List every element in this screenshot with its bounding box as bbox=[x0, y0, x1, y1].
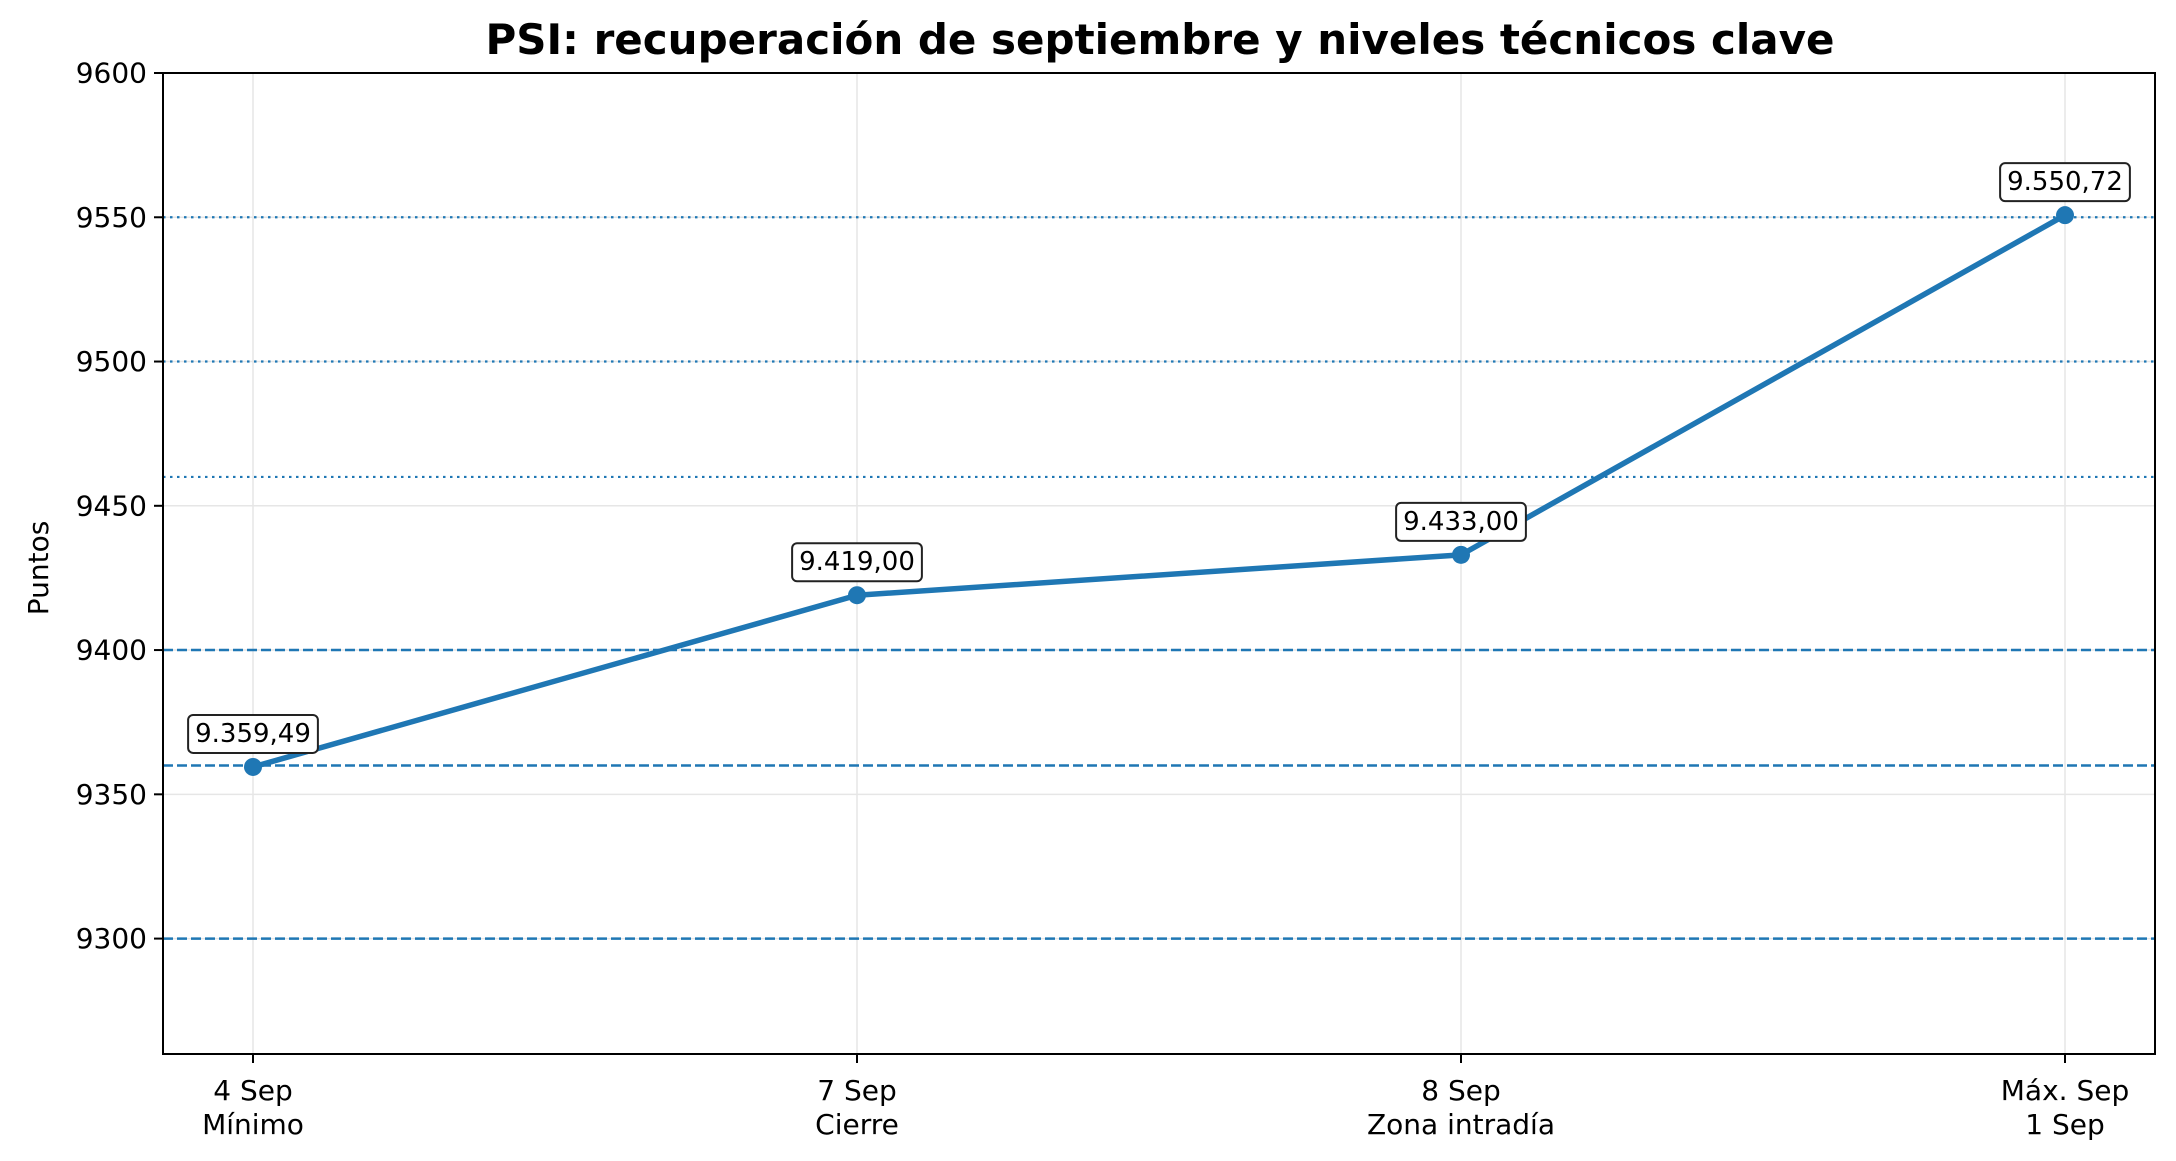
data-label-group: 9.359,49 bbox=[187, 713, 319, 754]
x-tick-label: 7 Sep bbox=[817, 1074, 897, 1107]
data-label-group: 9.419,00 bbox=[791, 542, 923, 583]
data-label: 9.550,72 bbox=[2007, 167, 2123, 197]
y-tick-label: 9350 bbox=[76, 778, 147, 811]
x-tick-label: Mínimo bbox=[202, 1108, 304, 1141]
y-tick-label: 9300 bbox=[76, 922, 147, 955]
y-tick-label: 9600 bbox=[76, 57, 147, 90]
data-point bbox=[848, 586, 866, 605]
data-label-box bbox=[187, 713, 319, 754]
y-tick-label: 9500 bbox=[76, 345, 147, 378]
data-label-box bbox=[791, 542, 923, 583]
chart-title: PSI: recuperación de septiembre y nivele… bbox=[486, 15, 1835, 64]
x-tick-label: 8 Sep bbox=[1421, 1074, 1501, 1107]
x-tick-label: 4 Sep bbox=[213, 1074, 293, 1107]
data-point bbox=[244, 757, 262, 776]
grid-lines bbox=[163, 72, 2155, 1054]
data-labels: 9.359,49 9.419,00 9.433,00 9.550,72 bbox=[187, 162, 2131, 754]
x-tick-label: 1 Sep bbox=[2025, 1108, 2105, 1141]
data-label-box bbox=[1395, 501, 1527, 542]
data-label-box bbox=[1999, 162, 2131, 203]
y-axis-label: Puntos bbox=[22, 521, 55, 616]
data-label-group: 9.550,72 bbox=[1999, 162, 2131, 203]
x-tick-label: Cierre bbox=[815, 1108, 899, 1141]
data-label: 9.359,49 bbox=[195, 719, 311, 749]
y-tick-label: 9450 bbox=[76, 489, 147, 522]
data-point bbox=[1452, 545, 1470, 564]
data-label: 9.419,00 bbox=[799, 547, 915, 577]
data-label-group: 9.433,00 bbox=[1395, 501, 1527, 542]
data-point bbox=[2056, 206, 2074, 225]
series-layer bbox=[244, 206, 2074, 776]
series-line bbox=[250, 212, 2068, 770]
plot-frame bbox=[162, 72, 2156, 1055]
x-tick-label: Zona intradía bbox=[1367, 1108, 1555, 1141]
x-tick-label: Máx. Sep bbox=[2001, 1074, 2129, 1107]
y-tick-label: 9400 bbox=[76, 634, 147, 667]
reference-lines bbox=[163, 216, 2155, 940]
data-label: 9.433,00 bbox=[1403, 507, 1519, 537]
y-tick-label: 9550 bbox=[76, 201, 147, 234]
